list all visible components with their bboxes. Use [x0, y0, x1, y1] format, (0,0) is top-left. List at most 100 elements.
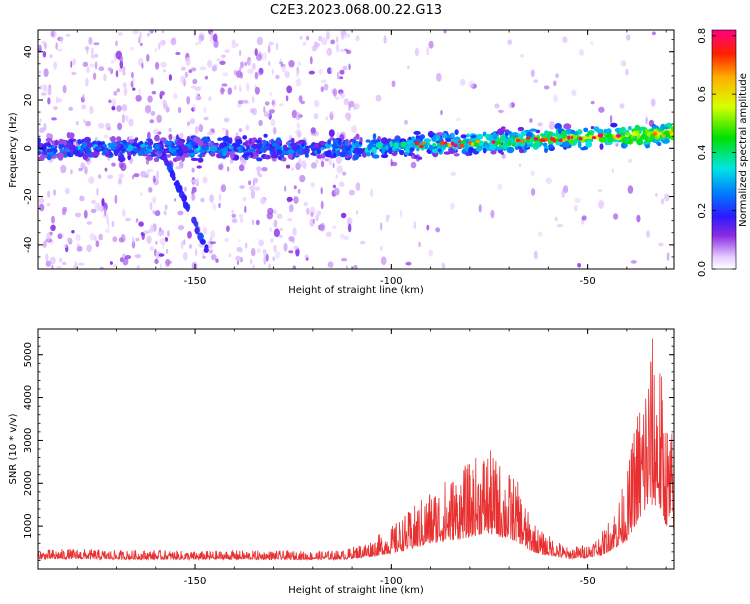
- heatmap-cell: [202, 176, 208, 184]
- heatmap-cell: [291, 109, 298, 119]
- heatmap-cell: [125, 217, 131, 222]
- heatmap-band-cell: [68, 144, 76, 151]
- heatmap-band-cell: [81, 141, 88, 149]
- heatmap-cell: [74, 212, 82, 218]
- heatmap-cell: [170, 37, 177, 46]
- heatmap-band-cell: [248, 138, 252, 144]
- heatmap-cell: [344, 30, 347, 39]
- heatmap-cell: [320, 160, 325, 168]
- heatmap-cell: [119, 257, 124, 263]
- heatmap-cell: [306, 207, 310, 216]
- heatmap-band-cell: [408, 136, 412, 140]
- heatmap-cell: [103, 73, 107, 82]
- heatmap-cell: [235, 70, 242, 78]
- heatmap-band-cell: [599, 143, 604, 150]
- heatmap-cell: [256, 53, 263, 61]
- heatmap-cell: [271, 68, 274, 76]
- heatmap-band-cell: [466, 133, 470, 138]
- heatmap-cell: [320, 79, 327, 84]
- heatmap-band-cell: [154, 135, 160, 142]
- heatmap-cell: [666, 252, 670, 261]
- heatmap-cell: [611, 168, 614, 174]
- heatmap-cell: [151, 90, 157, 95]
- heatmap-cell: [40, 92, 47, 96]
- heatmap-cell: [295, 112, 301, 121]
- heatmap-cell: [85, 77, 89, 87]
- heatmap-band-cell: [41, 144, 47, 151]
- heatmap-cell: [346, 217, 353, 226]
- heatmap-cell: [187, 231, 192, 239]
- heatmap-cell: [231, 39, 236, 46]
- heatmap-cell: [202, 226, 208, 235]
- heatmap-cell: [207, 59, 213, 68]
- heatmap-cell: [258, 239, 264, 247]
- heatmap-cell: [90, 54, 95, 59]
- heatmap-cell: [47, 97, 51, 105]
- heatmap-band-cell: [132, 147, 138, 152]
- heatmap-band-cell: [392, 146, 396, 152]
- heatmap-cell: [70, 169, 73, 175]
- heatmap-cell: [119, 59, 124, 69]
- heatmap-band-cell: [104, 150, 111, 158]
- heatmap-band-cell: [517, 126, 525, 132]
- heatmap-cell: [598, 200, 605, 209]
- heatmap-band-cell: [409, 147, 415, 152]
- heatmap-peak-cell: [520, 140, 525, 144]
- heatmap-cell: [118, 161, 124, 169]
- heatmap-band-cell: [645, 144, 651, 149]
- heatmap-cell: [112, 264, 118, 268]
- heatmap-cell: [428, 249, 433, 257]
- heatmap-cell: [636, 214, 641, 223]
- heatmap-cell: [315, 159, 319, 164]
- heatmap-cell: [325, 30, 330, 40]
- heatmap-band-cell: [45, 137, 53, 143]
- heatmap-cell: [56, 48, 63, 52]
- heatmap-peak-cell: [525, 136, 531, 140]
- heatmap-cell: [478, 204, 482, 213]
- heatmap-cell: [154, 258, 159, 265]
- heatmap-cell: [90, 208, 97, 214]
- heatmap-band-cell: [634, 124, 641, 131]
- heatmap-cell: [265, 253, 269, 262]
- heatmap-cell: [562, 36, 568, 43]
- heatmap-cell: [426, 224, 430, 231]
- heatmap-cell: [50, 30, 55, 37]
- heatmap-cell: [404, 119, 408, 125]
- heatmap-band-cell: [116, 136, 122, 142]
- heatmap-cell: [78, 167, 83, 172]
- heatmap-band-cell: [201, 145, 210, 151]
- snr-y-tick-label: 4000: [23, 385, 34, 410]
- heatmap-cell: [135, 94, 142, 102]
- heatmap-cell: [120, 234, 126, 243]
- heatmap-cell: [553, 94, 558, 103]
- spectrogram-x-tick-label: -150: [184, 276, 207, 287]
- heatmap-cell: [267, 45, 271, 54]
- heatmap-cell: [101, 198, 105, 207]
- heatmap-band-cell: [339, 151, 347, 158]
- heatmap-cell: [78, 262, 85, 266]
- heatmap-cell: [111, 98, 117, 107]
- heatmap-band-cell: [476, 133, 484, 140]
- heatmap-band-cell: [492, 131, 497, 138]
- spectrogram-y-tick-label: 20: [23, 94, 34, 107]
- heatmap-peak-cell: [567, 135, 571, 140]
- heatmap-cell: [261, 167, 268, 172]
- heatmap-peak-cell: [458, 140, 462, 143]
- spectrogram-y-tick-label: 40: [23, 45, 34, 58]
- heatmap-band-cell: [450, 132, 455, 138]
- heatmap-cell: [45, 260, 52, 267]
- heatmap-cell: [435, 227, 441, 233]
- heatmap-cell: [210, 230, 216, 239]
- heatmap-band-cell: [357, 148, 364, 155]
- heatmap-band-cell: [270, 153, 279, 159]
- spectrogram-frame: [37, 29, 675, 270]
- heatmap-band-cell: [461, 140, 466, 145]
- snr-x-tick-label: -150: [184, 576, 207, 587]
- heatmap-cell: [348, 189, 355, 196]
- heatmap-band-cell: [431, 148, 440, 154]
- heatmap-cell: [268, 263, 272, 269]
- heatmap-cell: [302, 41, 307, 46]
- heatmap-cell: [235, 255, 241, 261]
- heatmap-cell: [328, 156, 333, 166]
- heatmap-streak-cell: [175, 180, 180, 186]
